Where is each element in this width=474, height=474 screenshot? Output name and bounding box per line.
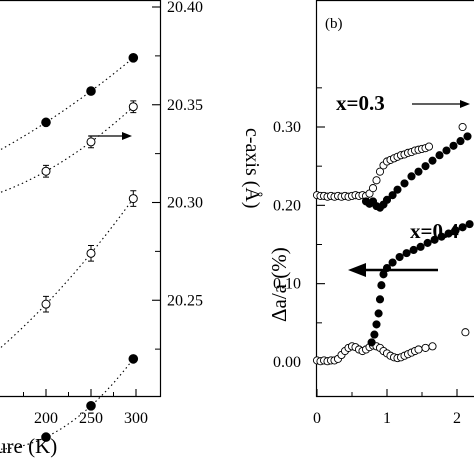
- panel-a-x-ticks: 200 250 300: [23, 389, 148, 427]
- panel-b-filled-point: [374, 309, 383, 318]
- panel-b-points: [312, 122, 474, 366]
- panel-b: (b) 0 1 2 0.00 0.10 0.20 0.30 x=0.3 x=0.4 Δa/…: [267, 0, 474, 427]
- panel-a-open-point: [128, 194, 138, 204]
- panel-b-filled-point: [409, 245, 418, 255]
- panel-b-open-point: [375, 167, 385, 176]
- panel-a-points: [41, 53, 139, 442]
- panel-b-filled-point: [402, 249, 411, 258]
- panel-b-filled-point: [451, 226, 460, 235]
- panel-b-filled-point: [444, 229, 453, 238]
- panel-b-filled-point: [407, 172, 416, 181]
- panel-a-filled-point: [128, 354, 139, 364]
- panel-b-filled-point: [456, 137, 465, 146]
- panel-b-x-ticks: 0 1 2: [313, 389, 461, 427]
- panel-b-open-point: [424, 142, 434, 151]
- panel-a-fit-curve: [0, 354, 137, 450]
- panel-b-open-point: [461, 328, 470, 337]
- panel-b-filled-point: [367, 338, 376, 347]
- panel-b-filled-point: [377, 281, 386, 290]
- panel-a-filled-point: [41, 432, 51, 442]
- panel-b-filled-point: [372, 320, 381, 329]
- panel-b-filled-point: [395, 252, 404, 262]
- panel-b-y-tick-label: 0.20: [273, 197, 301, 214]
- panel-b-x-tick-label: 0: [313, 410, 321, 427]
- panel-a-x-tick-label: 300: [124, 410, 148, 427]
- panel-b-filled-point: [430, 235, 439, 244]
- panel-a-y-ticks: 20.40 20.35 20.30 20.25: [152, 0, 203, 350]
- panel-a-arrow: [89, 132, 132, 140]
- panel-a-filled-point: [41, 117, 51, 128]
- panel-a-filled-point: [128, 53, 139, 63]
- panel-a-open-point: [86, 137, 96, 147]
- panel-b-x-tick-label: 2: [453, 410, 461, 427]
- panel-a-y-label-right: c-axis (Å): [241, 128, 263, 209]
- panel-b-filled-point: [421, 162, 430, 171]
- panel-b-filled-point: [458, 223, 467, 232]
- panel-a-filled-point: [86, 401, 96, 411]
- panel-a-x-tick-label: 250: [79, 410, 103, 427]
- panel-a-fit-curve: [0, 55, 137, 150]
- panel-a-filled-point: [86, 86, 96, 96]
- panel-b-filled-point: [375, 295, 385, 304]
- panel-a-open-point: [128, 102, 138, 112]
- panel-a-x-label: ure (K): [0, 434, 57, 458]
- panel-a-open-point: [41, 299, 51, 309]
- panel-b-left-arrow: [348, 263, 438, 277]
- panel-b-filled-point: [435, 151, 444, 160]
- panel-b-filled-point: [414, 167, 423, 176]
- panel-a-y-tick-label: 20.30: [167, 195, 203, 212]
- panel-b-x-tick-label: 1: [383, 410, 391, 427]
- panel-b-filled-point: [370, 330, 379, 339]
- panel-b-label: (b): [325, 16, 343, 32]
- panel-b-y-tick-label: 0.10: [273, 276, 301, 293]
- panel-b-filled-point: [463, 132, 472, 141]
- panel-b-filled-point: [449, 141, 458, 150]
- panel-a-fit-curve: [0, 194, 137, 348]
- panel-a-open-point: [41, 166, 51, 176]
- panel-b-y-ticks: 0.00 0.10 0.20 0.30: [273, 87, 325, 371]
- panel-b-open-point: [428, 342, 437, 351]
- panel-b-y-tick-label: 0.30: [273, 119, 301, 136]
- panel-b-filled-point: [393, 185, 402, 194]
- panel-a-y-tick-label: 20.25: [167, 292, 203, 309]
- panel-a-y-tick-label: 20.40: [167, 0, 203, 16]
- panel-b-open-point: [421, 343, 430, 352]
- panel-b-open-point: [368, 184, 378, 193]
- panel-b-open-point: [458, 122, 467, 132]
- panel-b-filled-point: [465, 220, 474, 229]
- panel-b-filled-point: [437, 232, 446, 241]
- panel-b-filled-point: [388, 258, 397, 267]
- panel-b-filled-point: [416, 242, 425, 251]
- panel-b-filled-point: [382, 195, 392, 204]
- annotation-x-0-4: x=0.4: [410, 219, 459, 243]
- panel-b-y-tick-label: 0.00: [273, 354, 301, 371]
- panel-b-open-point: [372, 176, 381, 185]
- panel-a-fit-curve: [0, 103, 137, 193]
- panel-b-y-label: Δa/a (%): [267, 247, 291, 322]
- panel-a-fit-curves: [0, 55, 137, 450]
- panel-a-x-tick-label: 200: [34, 410, 58, 427]
- panel-b-filled-point: [388, 191, 397, 200]
- panel-b-x03-arrow: [412, 100, 470, 108]
- panel-a: 200 250 300 20.40 20.35 20.30 20.25 ure (K) c…: [0, 0, 263, 458]
- panel-a-open-point: [86, 248, 96, 258]
- panel-b-filled-point: [400, 179, 409, 188]
- annotation-x-0-3: x=0.3: [336, 91, 385, 115]
- panel-a-y-tick-label: 20.35: [167, 97, 203, 114]
- panel-b-filled-point: [428, 156, 437, 165]
- panel-b-open-point: [414, 345, 423, 354]
- panel-b-filled-point: [442, 146, 451, 155]
- panel-b-filled-point: [423, 238, 432, 247]
